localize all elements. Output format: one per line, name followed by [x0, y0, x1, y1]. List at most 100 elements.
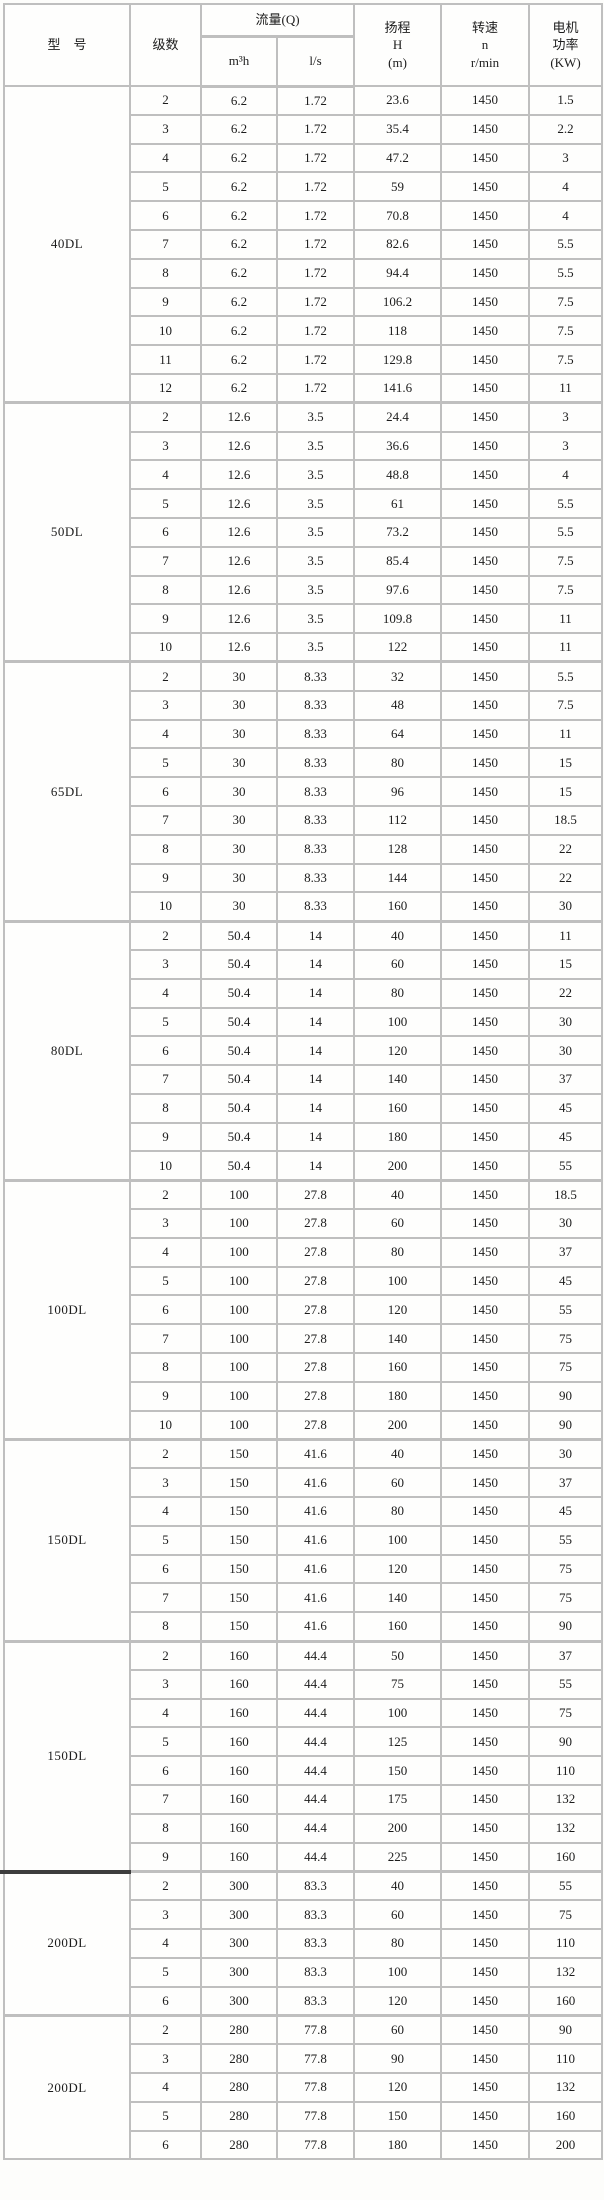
speed-cell: 1450 — [440, 1265, 531, 1297]
speed-cell: 1450 — [440, 1755, 531, 1787]
table-row: 9 50.4 14 180 1450 45 — [4, 1121, 604, 1153]
table-row: 10 6.2 1.72 118 1450 7.5 — [4, 315, 604, 347]
flow-m3h-cell: 30 — [200, 660, 278, 692]
table-row: 6 30 8.33 96 1450 15 — [4, 776, 604, 807]
flow-ls-cell: 1.72 — [275, 286, 356, 318]
flow-m3h-cell: 6.2 — [200, 171, 278, 203]
flow-ls-cell: 3.5 — [275, 430, 356, 462]
power-cell: 15 — [528, 747, 604, 779]
power-cell: 160 — [528, 2100, 604, 2132]
table-row: 5 100 27.8 100 1450 45 — [4, 1265, 604, 1297]
flow-ls-cell: 1.72 — [275, 113, 356, 145]
flow-ls-cell: 41.6 — [275, 1582, 356, 1614]
flow-m3h-cell: 280 — [200, 2100, 278, 2132]
head-cell: 128 — [353, 833, 443, 865]
power-cell: 5.5 — [528, 660, 604, 692]
model-cell: 50DL — [3, 401, 131, 663]
table-row: 200DL 2 300 83.3 40 1450 55 — [3, 1869, 604, 2017]
speed-cell: 1450 — [440, 833, 531, 865]
flow-ls-cell: 14 — [275, 1121, 356, 1153]
flow-m3h-cell: 100 — [200, 1352, 278, 1383]
head-cell: 80 — [353, 977, 443, 1009]
speed-cell: 1450 — [440, 1178, 531, 1211]
flow-m3h-cell: 150 — [200, 1582, 278, 1614]
flow-m3h-cell: 100 — [200, 1323, 278, 1355]
flow-m3h-cell: 160 — [200, 1639, 278, 1671]
flow-ls-cell: 1.72 — [275, 200, 356, 231]
power-cell: 75 — [528, 1553, 604, 1585]
speed-cell: 1450 — [440, 689, 531, 721]
header-row-2: m³h l/s — [4, 35, 602, 88]
power-cell: 3 — [528, 430, 604, 462]
power-cell: 55 — [528, 1668, 604, 1700]
head-cell: 140 — [353, 1582, 443, 1614]
head-cell: 61 — [353, 488, 443, 519]
power-cell: 45 — [528, 1121, 604, 1153]
speed-cell: 1450 — [440, 459, 531, 491]
stage-cell: 10 — [129, 315, 202, 347]
flow-m3h-cell: 12.6 — [200, 516, 278, 548]
table-header: 型 号 级数 流量(Q) 扬程 H (m) 转速 n r/min 电机 功率 (… — [3, 3, 604, 88]
flow-m3h-cell: 12.6 — [200, 603, 278, 635]
flow-ls-cell: 44.4 — [275, 1841, 356, 1873]
stage-cell: 3 — [129, 113, 202, 145]
stage-cell: 6 — [129, 200, 202, 231]
head-cell: 40 — [353, 1869, 443, 1902]
flow-m3h-cell: 50.4 — [200, 1121, 278, 1153]
head-cell: 47.2 — [353, 142, 443, 174]
flow-ls-cell: 8.33 — [275, 660, 356, 692]
stage-cell: 3 — [129, 1208, 202, 1239]
power-cell: 3 — [528, 401, 604, 433]
flow-m3h-cell: 160 — [200, 1668, 278, 1700]
flow-m3h-cell: 30 — [200, 689, 278, 721]
stage-cell: 5 — [129, 1006, 202, 1038]
flow-ls-cell: 3.5 — [275, 603, 356, 635]
speed-cell: 1450 — [440, 1437, 531, 1470]
head-cell: 97.6 — [353, 574, 443, 606]
speed-cell: 1450 — [440, 2129, 531, 2161]
speed-cell: 1450 — [440, 516, 531, 548]
table-row: 7 160 44.4 175 1450 132 — [4, 1784, 604, 1815]
head-cell: 73.2 — [353, 516, 443, 548]
power-cell: 7.5 — [528, 545, 604, 577]
power-cell: 1.5 — [528, 85, 604, 116]
head-cell: 40 — [353, 1178, 443, 1211]
flow-m3h-cell: 30 — [200, 804, 278, 836]
stage-cell: 8 — [129, 833, 202, 865]
flow-m3h-cell: 160 — [200, 1784, 278, 1815]
speed-cell: 1450 — [440, 1582, 531, 1614]
flow-m3h-cell: 50.4 — [200, 948, 278, 980]
flow-ls-cell: 3.5 — [275, 459, 356, 491]
head-cell: 141.6 — [353, 372, 443, 404]
head-cell: 160 — [353, 1352, 443, 1383]
power-cell: 3 — [528, 142, 604, 174]
flow-m3h-cell: 30 — [200, 833, 278, 865]
stage-cell: 7 — [129, 1064, 202, 1095]
flow-ls-cell: 14 — [275, 1006, 356, 1038]
head-cell: 140 — [353, 1323, 443, 1355]
flow-ls-cell: 27.8 — [275, 1236, 356, 1268]
speed-cell: 1450 — [440, 1956, 531, 1988]
table-row: 3 50.4 14 60 1450 15 — [4, 948, 604, 980]
speed-cell: 1450 — [440, 1323, 531, 1355]
stage-cell: 4 — [129, 977, 202, 1009]
speed-cell: 1450 — [440, 286, 531, 318]
stage-cell: 8 — [129, 1352, 202, 1383]
flow-ls-cell: 27.8 — [275, 1409, 356, 1441]
stage-cell: 3 — [129, 2043, 202, 2074]
flow-ls-cell: 44.4 — [275, 1784, 356, 1815]
flow-ls-cell: 83.3 — [275, 1869, 356, 1902]
power-cell: 7.5 — [528, 344, 604, 375]
head-cell: 100 — [353, 1265, 443, 1297]
stage-cell: 7 — [129, 545, 202, 577]
head-cell: 32 — [353, 660, 443, 692]
stage-cell: 9 — [129, 286, 202, 318]
flow-m3h-cell: 150 — [200, 1553, 278, 1585]
table-row: 4 30 8.33 64 1450 11 — [4, 718, 604, 750]
flow-ls-cell: 1.72 — [275, 85, 356, 116]
flow-m3h-cell: 6.2 — [200, 113, 278, 145]
flow-m3h-cell: 300 — [200, 1985, 278, 2017]
flow-m3h-cell: 280 — [200, 2071, 278, 2103]
flow-ls-cell: 14 — [275, 977, 356, 1009]
power-cell: 30 — [528, 1035, 604, 1067]
